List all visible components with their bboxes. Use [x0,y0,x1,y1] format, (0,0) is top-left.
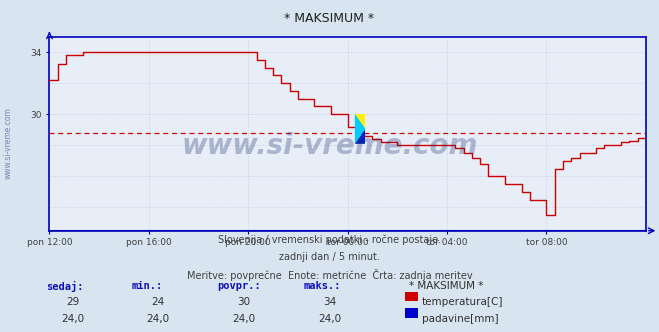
Text: www.si-vreme.com: www.si-vreme.com [3,107,13,179]
Text: maks.:: maks.: [303,281,341,290]
Text: sedaj:: sedaj: [46,281,84,291]
Text: 24,0: 24,0 [61,314,84,324]
Text: 24,0: 24,0 [232,314,256,324]
Text: 24,0: 24,0 [318,314,341,324]
Text: temperatura[C]: temperatura[C] [422,297,503,307]
Text: 30: 30 [237,297,250,307]
Text: 24: 24 [152,297,165,307]
Polygon shape [355,129,365,144]
Text: 29: 29 [66,297,79,307]
Text: 34: 34 [323,297,336,307]
Text: 24,0: 24,0 [146,314,170,324]
Text: Slovenija / vremenski podatki - ročne postaje.: Slovenija / vremenski podatki - ročne po… [218,234,441,245]
Text: zadnji dan / 5 minut.: zadnji dan / 5 minut. [279,252,380,262]
Text: * MAKSIMUM *: * MAKSIMUM * [409,281,483,290]
Polygon shape [355,114,365,129]
Text: Meritve: povprečne  Enote: metrične  Črta: zadnja meritev: Meritve: povprečne Enote: metrične Črta:… [186,269,473,281]
Text: padavine[mm]: padavine[mm] [422,314,498,324]
Polygon shape [355,114,365,144]
Text: * MAKSIMUM *: * MAKSIMUM * [285,12,374,25]
Text: povpr.:: povpr.: [217,281,261,290]
Text: www.si-vreme.com: www.si-vreme.com [181,132,478,160]
Text: min.:: min.: [132,281,163,290]
